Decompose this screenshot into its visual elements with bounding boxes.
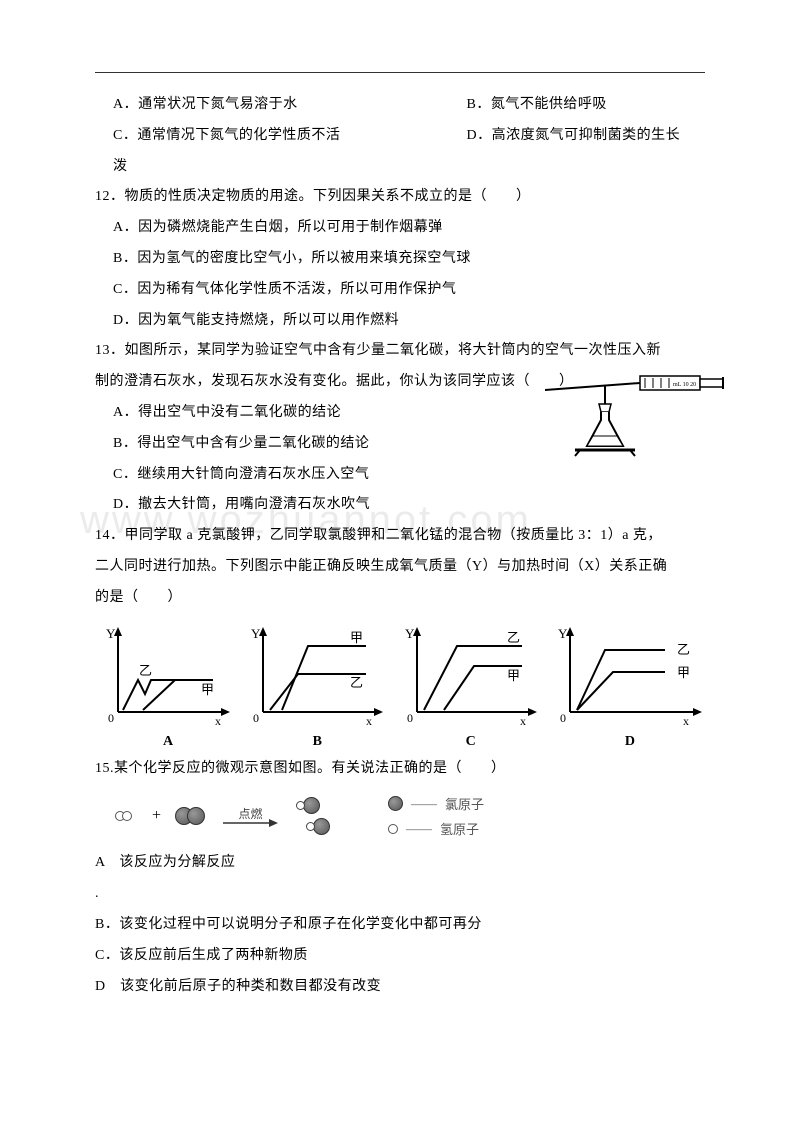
- svg-text:Y: Y: [251, 626, 261, 641]
- q14-stem1: 14．甲同学取 a 克氯酸钾，乙同学取氯酸钾和二氧化锰的混合物（按质量比 3：1…: [95, 521, 705, 552]
- q11-row2: C．通常情况下氮气的化学性质不活泼 D．高浓度氮气可抑制菌类的生长: [95, 121, 705, 183]
- svg-text:乙: 乙: [139, 663, 152, 678]
- svg-text:甲: 甲: [201, 682, 214, 697]
- svg-text:甲: 甲: [350, 630, 363, 645]
- svg-text:乙: 乙: [677, 642, 690, 657]
- svg-text:甲: 甲: [677, 665, 690, 680]
- q15-stem: 15.某个化学反应的微观示意图如图。有关说法正确的是（ ）: [95, 754, 705, 785]
- svg-text:乙: 乙: [350, 675, 363, 690]
- q12-stem: 12．物质的性质决定物质的用途。下列因果关系不成立的是（ ）: [95, 182, 705, 213]
- svg-text:0: 0: [253, 711, 259, 725]
- chart-a-label: A: [103, 734, 233, 750]
- chart-b-label: B: [248, 734, 386, 750]
- q15-opt-a2: .: [95, 879, 705, 910]
- chart-d: Y 0 x 乙 甲 D: [555, 622, 705, 750]
- q12-opt-b: B．因为氢气的密度比空气小，所以被用来填充探空气球: [95, 244, 705, 275]
- q15-opt-b: B．该变化过程中可以说明分子和原子在化学变化中都可再分: [95, 910, 705, 941]
- svg-text:Y: Y: [106, 626, 116, 641]
- charts-row: Y 0 x 乙 甲 A Y 0 x: [103, 622, 705, 750]
- q11-opt-d: D．高浓度氮气可抑制菌类的生长: [352, 121, 706, 183]
- q12-opt-d: D．因为氧气能支持燃烧，所以可以用作燃料: [95, 306, 705, 337]
- chart-a: Y 0 x 乙 甲 A: [103, 622, 233, 750]
- svg-text:0: 0: [560, 711, 566, 725]
- svg-text:x: x: [366, 714, 372, 727]
- chart-b: Y 0 x 甲 乙 B: [248, 622, 386, 750]
- q11-row1: A．通常状况下氮气易溶于水 B．氮气不能供给呼吸: [95, 90, 705, 121]
- q15-opt-d: D 该变化前后原子的种类和数目都没有改变: [95, 972, 705, 1003]
- svg-text:Y: Y: [405, 626, 415, 641]
- legend-cl: —— 氯原子: [388, 794, 484, 813]
- atom-legend: —— 氯原子 —— 氢原子: [388, 794, 484, 838]
- page-content: A．通常状况下氮气易溶于水 B．氮气不能供给呼吸 C．通常情况下氮气的化学性质不…: [0, 0, 800, 1062]
- chart-c: Y 0 x 乙 甲 C: [402, 622, 540, 750]
- svg-text:0: 0: [108, 711, 114, 725]
- syringe-figure: mL 10 20: [545, 368, 725, 458]
- q12-opt-c: C．因为稀有气体化学性质不活泼，所以可用作保护气: [95, 275, 705, 306]
- q14-stem3: 的是（ ）: [95, 583, 705, 614]
- q14-stem2: 二人同时进行加热。下列图示中能正确反映生成氧气质量（Y）与加热时间（X）关系正确: [95, 552, 705, 583]
- q12-opt-a: A．因为磷燃烧能产生白烟，所以可用于制作烟幕弹: [95, 213, 705, 244]
- q11-opt-a: A．通常状况下氮气易溶于水: [95, 90, 352, 121]
- svg-text:甲: 甲: [507, 668, 520, 683]
- svg-text:乙: 乙: [507, 630, 520, 645]
- q13-block: 13．如图所示，某同学为验证空气中含有少量二氧化碳，将大针筒内的空气一次性压入新…: [95, 336, 705, 521]
- reaction-diagram: + 点燃 —— 氯原子 —— 氢原子: [115, 794, 705, 838]
- cl2-molecule: [181, 807, 205, 825]
- q13-stem1: 13．如图所示，某同学为验证空气中含有少量二氧化碳，将大针筒内的空气一次性压入新: [95, 336, 705, 367]
- svg-text:x: x: [520, 714, 526, 727]
- q11-opt-c: C．通常情况下氮气的化学性质不活泼: [95, 121, 352, 183]
- svg-text:x: x: [683, 714, 689, 727]
- svg-text:x: x: [215, 714, 221, 727]
- q13-opt-d: D．撤去大针筒，用嘴向澄清石灰水吹气: [95, 490, 705, 521]
- q13-opt-c: C．继续用大针筒向澄清石灰水压入空气: [95, 460, 705, 491]
- q15-opt-a1: A 该反应为分解反应: [95, 848, 705, 879]
- h2-molecule: [115, 811, 132, 821]
- hcl-products: [296, 797, 330, 835]
- q11-opt-b: B．氮气不能供给呼吸: [352, 90, 706, 121]
- svg-text:mL 10 20: mL 10 20: [673, 382, 696, 388]
- legend-h-label: 氢原子: [440, 819, 479, 838]
- legend-h: —— 氢原子: [388, 819, 484, 838]
- plus-sign: +: [152, 807, 161, 825]
- svg-text:Y: Y: [558, 626, 568, 641]
- legend-cl-label: 氯原子: [445, 794, 484, 813]
- chart-c-label: C: [402, 734, 540, 750]
- svg-text:0: 0: [407, 711, 413, 725]
- q15-opt-c: C．该反应前后生成了两种新物质: [95, 941, 705, 972]
- chart-d-label: D: [555, 734, 705, 750]
- reaction-arrow: 点燃: [223, 805, 278, 828]
